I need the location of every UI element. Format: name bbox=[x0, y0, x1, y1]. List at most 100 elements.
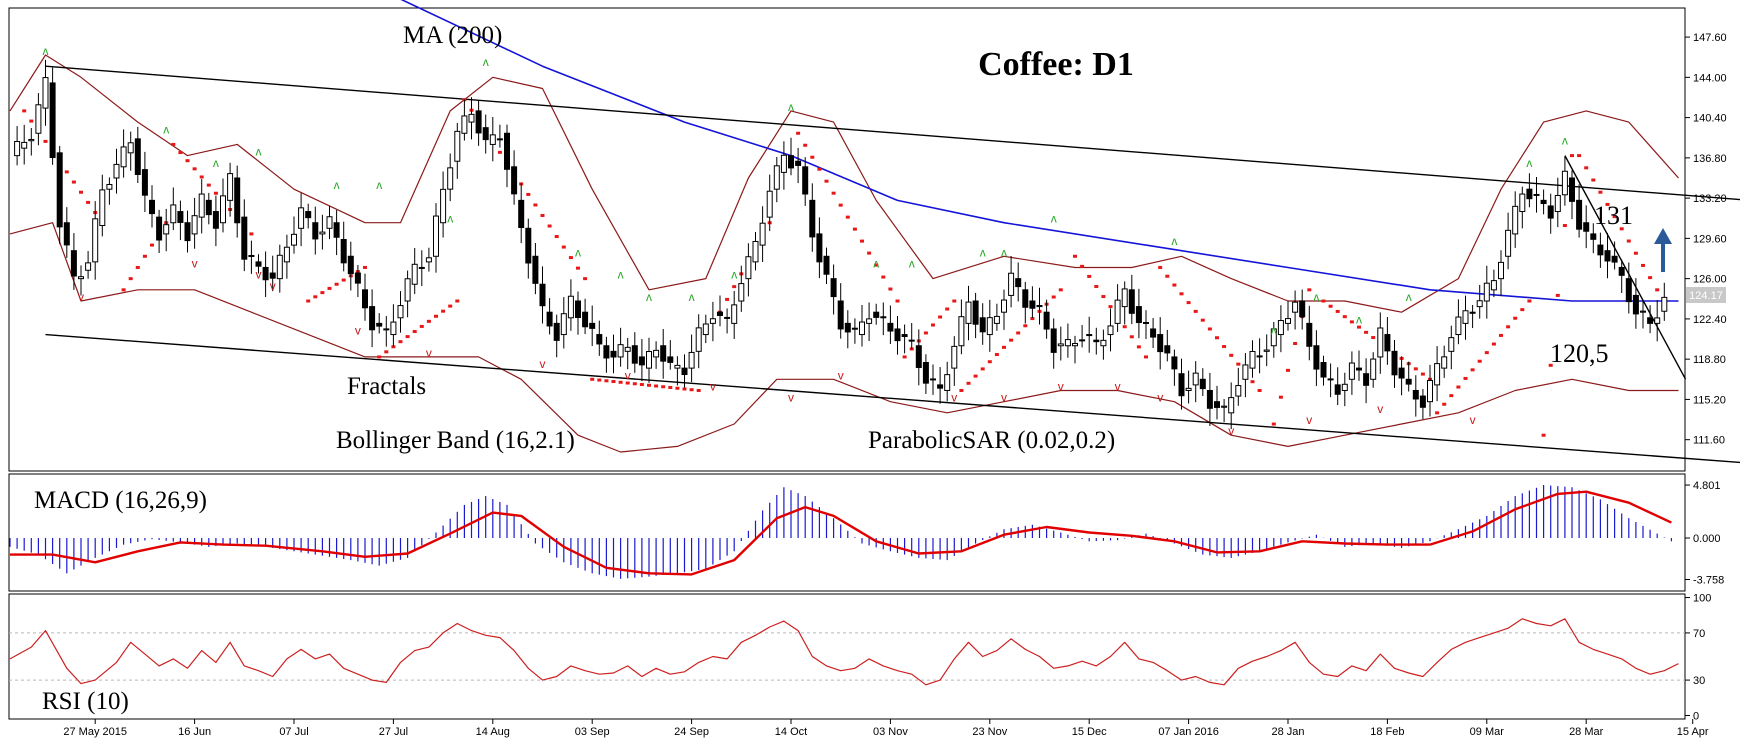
sar-dot bbox=[327, 286, 332, 290]
candle bbox=[887, 305, 894, 344]
candle bbox=[134, 126, 141, 184]
sar-dot bbox=[590, 377, 595, 381]
candle bbox=[1618, 259, 1625, 293]
candle bbox=[42, 59, 49, 126]
candle bbox=[163, 208, 170, 252]
candle bbox=[319, 214, 326, 250]
sar-dot bbox=[1215, 336, 1219, 340]
candle bbox=[1519, 186, 1526, 229]
macd-y-tick-label: 4.801 bbox=[1693, 480, 1721, 492]
bollinger-band bbox=[9, 54, 1679, 453]
sar-dot bbox=[1463, 376, 1468, 380]
candle bbox=[880, 302, 887, 336]
sar-dot bbox=[561, 245, 566, 249]
fractal-up-icon: ʌ bbox=[980, 245, 986, 259]
sar-dot bbox=[86, 200, 91, 204]
candle bbox=[539, 266, 546, 324]
sar-dot bbox=[1335, 309, 1340, 313]
x-tick-label: 03 Nov bbox=[873, 726, 908, 738]
candle bbox=[603, 336, 610, 373]
fractal-up-icon: ʌ bbox=[618, 268, 624, 282]
candle bbox=[1455, 299, 1462, 345]
candle bbox=[646, 337, 652, 383]
candle bbox=[1533, 177, 1540, 213]
candle bbox=[1505, 212, 1512, 270]
sar-dot bbox=[987, 360, 992, 364]
fractal-down-icon: v bbox=[1306, 413, 1312, 427]
candle bbox=[85, 251, 92, 279]
candle bbox=[1363, 358, 1370, 404]
price-y-tick-label: 147.60 bbox=[1693, 32, 1727, 44]
sar-dot bbox=[1555, 293, 1560, 297]
x-tick-label: 14 Oct bbox=[775, 726, 807, 738]
candle bbox=[1022, 281, 1029, 324]
candle bbox=[1569, 170, 1575, 220]
fractal-down-icon: v bbox=[78, 290, 84, 304]
sar-dot bbox=[1108, 305, 1113, 309]
sar-dot bbox=[334, 282, 339, 286]
candle bbox=[1036, 287, 1043, 325]
candle bbox=[752, 231, 759, 271]
rsi-panel: 100 70 30 0 RSI (10) bbox=[8, 593, 1711, 722]
sar-dot bbox=[1200, 318, 1205, 322]
sar-dot bbox=[412, 330, 417, 334]
sar-dot bbox=[526, 192, 531, 196]
candle bbox=[212, 195, 219, 247]
price-y-tick-label: 140.40 bbox=[1693, 113, 1727, 125]
fractal-up-icon: ʌ bbox=[689, 290, 695, 304]
candle bbox=[1249, 340, 1256, 378]
sar-dot bbox=[1009, 338, 1014, 342]
candle bbox=[1185, 370, 1192, 404]
sar-dot bbox=[852, 227, 857, 231]
candle bbox=[1299, 289, 1306, 330]
sar-dot bbox=[206, 183, 211, 187]
fractal-down-icon: v bbox=[710, 379, 716, 393]
candle bbox=[1540, 189, 1547, 215]
price-y-tick-label: 115.20 bbox=[1693, 394, 1726, 406]
sar-dot bbox=[583, 277, 588, 281]
sar-dot bbox=[1144, 355, 1148, 359]
trend-line bbox=[45, 333, 1740, 464]
sar-dot bbox=[1364, 330, 1369, 334]
sar-dot bbox=[668, 385, 673, 389]
candle bbox=[724, 308, 731, 334]
sar-dot bbox=[1612, 215, 1617, 219]
rsi-y-tick-label: 70 bbox=[1693, 628, 1705, 640]
candle bbox=[525, 218, 532, 279]
sar-dot bbox=[689, 388, 694, 392]
candle bbox=[674, 356, 681, 386]
price-y-tick-label: 144.00 bbox=[1693, 72, 1727, 84]
x-tick-label: 16 Jun bbox=[178, 726, 211, 738]
candle bbox=[120, 129, 127, 178]
sar-dot bbox=[1499, 333, 1503, 337]
candle bbox=[1632, 278, 1639, 329]
candle bbox=[901, 324, 908, 354]
sar-dot bbox=[696, 388, 701, 392]
candle bbox=[496, 124, 503, 148]
candles bbox=[14, 59, 1668, 430]
sar-dot bbox=[895, 299, 900, 303]
candle bbox=[1583, 205, 1590, 249]
candle bbox=[688, 334, 695, 383]
sar-dot bbox=[1179, 292, 1184, 296]
candle bbox=[915, 329, 922, 386]
sar-dot bbox=[1023, 324, 1028, 328]
candle bbox=[1398, 356, 1405, 396]
candle bbox=[1647, 305, 1654, 334]
candle bbox=[433, 203, 439, 273]
sar-dot bbox=[1349, 320, 1354, 324]
candle bbox=[248, 240, 255, 274]
candle bbox=[1625, 262, 1632, 314]
sar-dot bbox=[732, 285, 737, 289]
candle bbox=[809, 183, 816, 252]
candle bbox=[1150, 318, 1157, 348]
candle bbox=[681, 354, 688, 388]
sar-dot bbox=[1357, 325, 1361, 329]
candle bbox=[78, 265, 84, 296]
sar-dot bbox=[178, 151, 183, 155]
macd-y-axis: 4.801 0.000 -3.758 bbox=[1685, 480, 1724, 586]
macd-signal-line bbox=[10, 490, 1672, 576]
candle bbox=[1015, 262, 1022, 302]
sar-dot bbox=[1307, 288, 1312, 292]
